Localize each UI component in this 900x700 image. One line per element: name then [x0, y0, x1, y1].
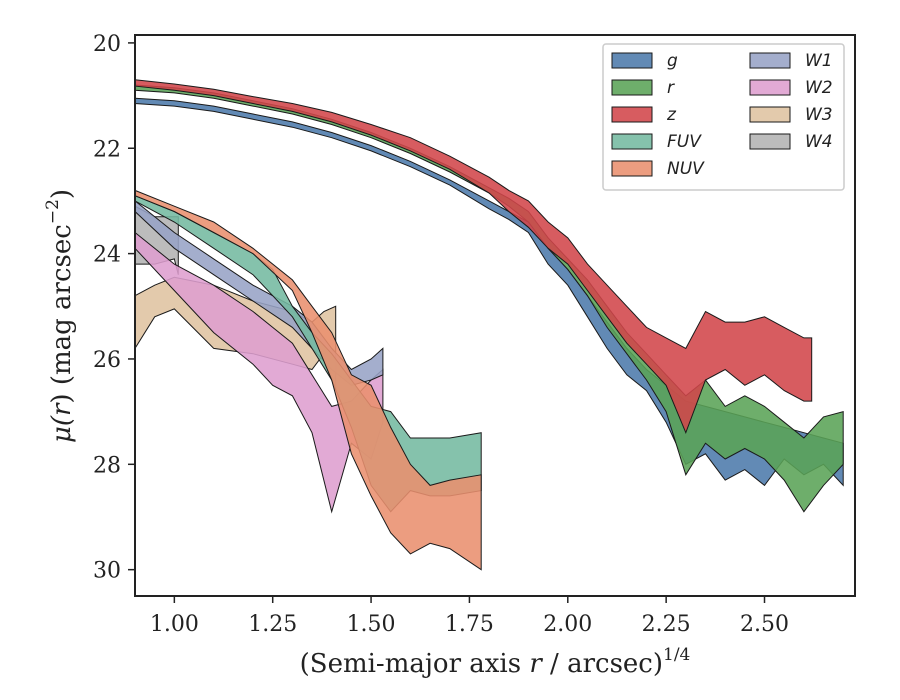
y-tick-label: 24	[93, 243, 121, 268]
y-axis-label-var: r	[47, 402, 77, 416]
x-tick-label: 1.75	[445, 612, 494, 637]
legend-label-w4: W4	[805, 132, 833, 152]
legend-swatch-w3	[749, 106, 791, 123]
x-tick-label: 1.25	[248, 612, 297, 637]
legend-swatch-nuv	[611, 160, 653, 177]
band-nuv	[134, 189, 482, 571]
x-tick-label: 1.00	[150, 612, 199, 637]
y-tick-label: 26	[93, 348, 121, 373]
x-axis-label-suffix: / arcsec)	[542, 649, 663, 679]
legend-swatch-r	[611, 79, 653, 96]
x-tick-label: 2.25	[642, 612, 691, 637]
plot-frame	[134, 34, 856, 597]
x-axis: 1.00 1.25 1.50 1.75 2.00 2.25 2.50	[150, 596, 789, 637]
y-tick-label: 28	[93, 453, 121, 478]
y-axis: 20 22 24 26 28 30	[93, 32, 135, 584]
legend: grz FUV NUV W1 W2 W3 W4	[602, 43, 845, 191]
x-tick-label: 1.50	[347, 612, 396, 637]
legend-label-w2: W2	[805, 78, 833, 98]
legend-label-w1: W1	[805, 51, 833, 71]
x-axis-label: (Semi-major axis r / arcsec)1/4	[300, 645, 691, 679]
x-axis-label-exponent: 1/4	[663, 645, 690, 665]
y-tick-label: 20	[93, 32, 121, 57]
legend-swatch-g	[611, 52, 653, 69]
legend-swatch-fuv	[611, 133, 653, 150]
y-axis-label-close: )	[47, 189, 77, 199]
legend-swatch-w1	[749, 52, 791, 69]
bands-layer	[134, 79, 844, 571]
y-tick-label: 22	[93, 137, 121, 162]
y-axis-label-mu: μ(	[47, 415, 77, 443]
band-z	[134, 79, 813, 435]
legend-label-z: z	[666, 105, 677, 125]
legend-label-r: r	[667, 78, 675, 98]
legend-label-fuv: FUV	[667, 132, 702, 152]
legend-swatch-w4	[749, 133, 791, 150]
x-axis-label-prefix: (Semi-major axis	[300, 649, 530, 679]
x-tick-label: 2.50	[740, 612, 789, 637]
legend-label-w3: W3	[805, 105, 833, 125]
legend-label-g: g	[667, 51, 678, 71]
y-axis-label-rest: ) (mag arcsec	[47, 224, 77, 403]
legend-label-nuv: NUV	[667, 159, 705, 179]
y-tick-label: 30	[93, 559, 121, 584]
x-tick-label: 2.00	[543, 612, 592, 637]
x-axis-label-var: r	[529, 649, 543, 679]
legend-swatch-w2	[749, 79, 791, 96]
y-axis-label-exponent: −2	[43, 199, 63, 224]
legend-swatch-z	[611, 106, 653, 123]
y-axis-label: μ(r) (mag arcsec−2)	[43, 189, 77, 443]
